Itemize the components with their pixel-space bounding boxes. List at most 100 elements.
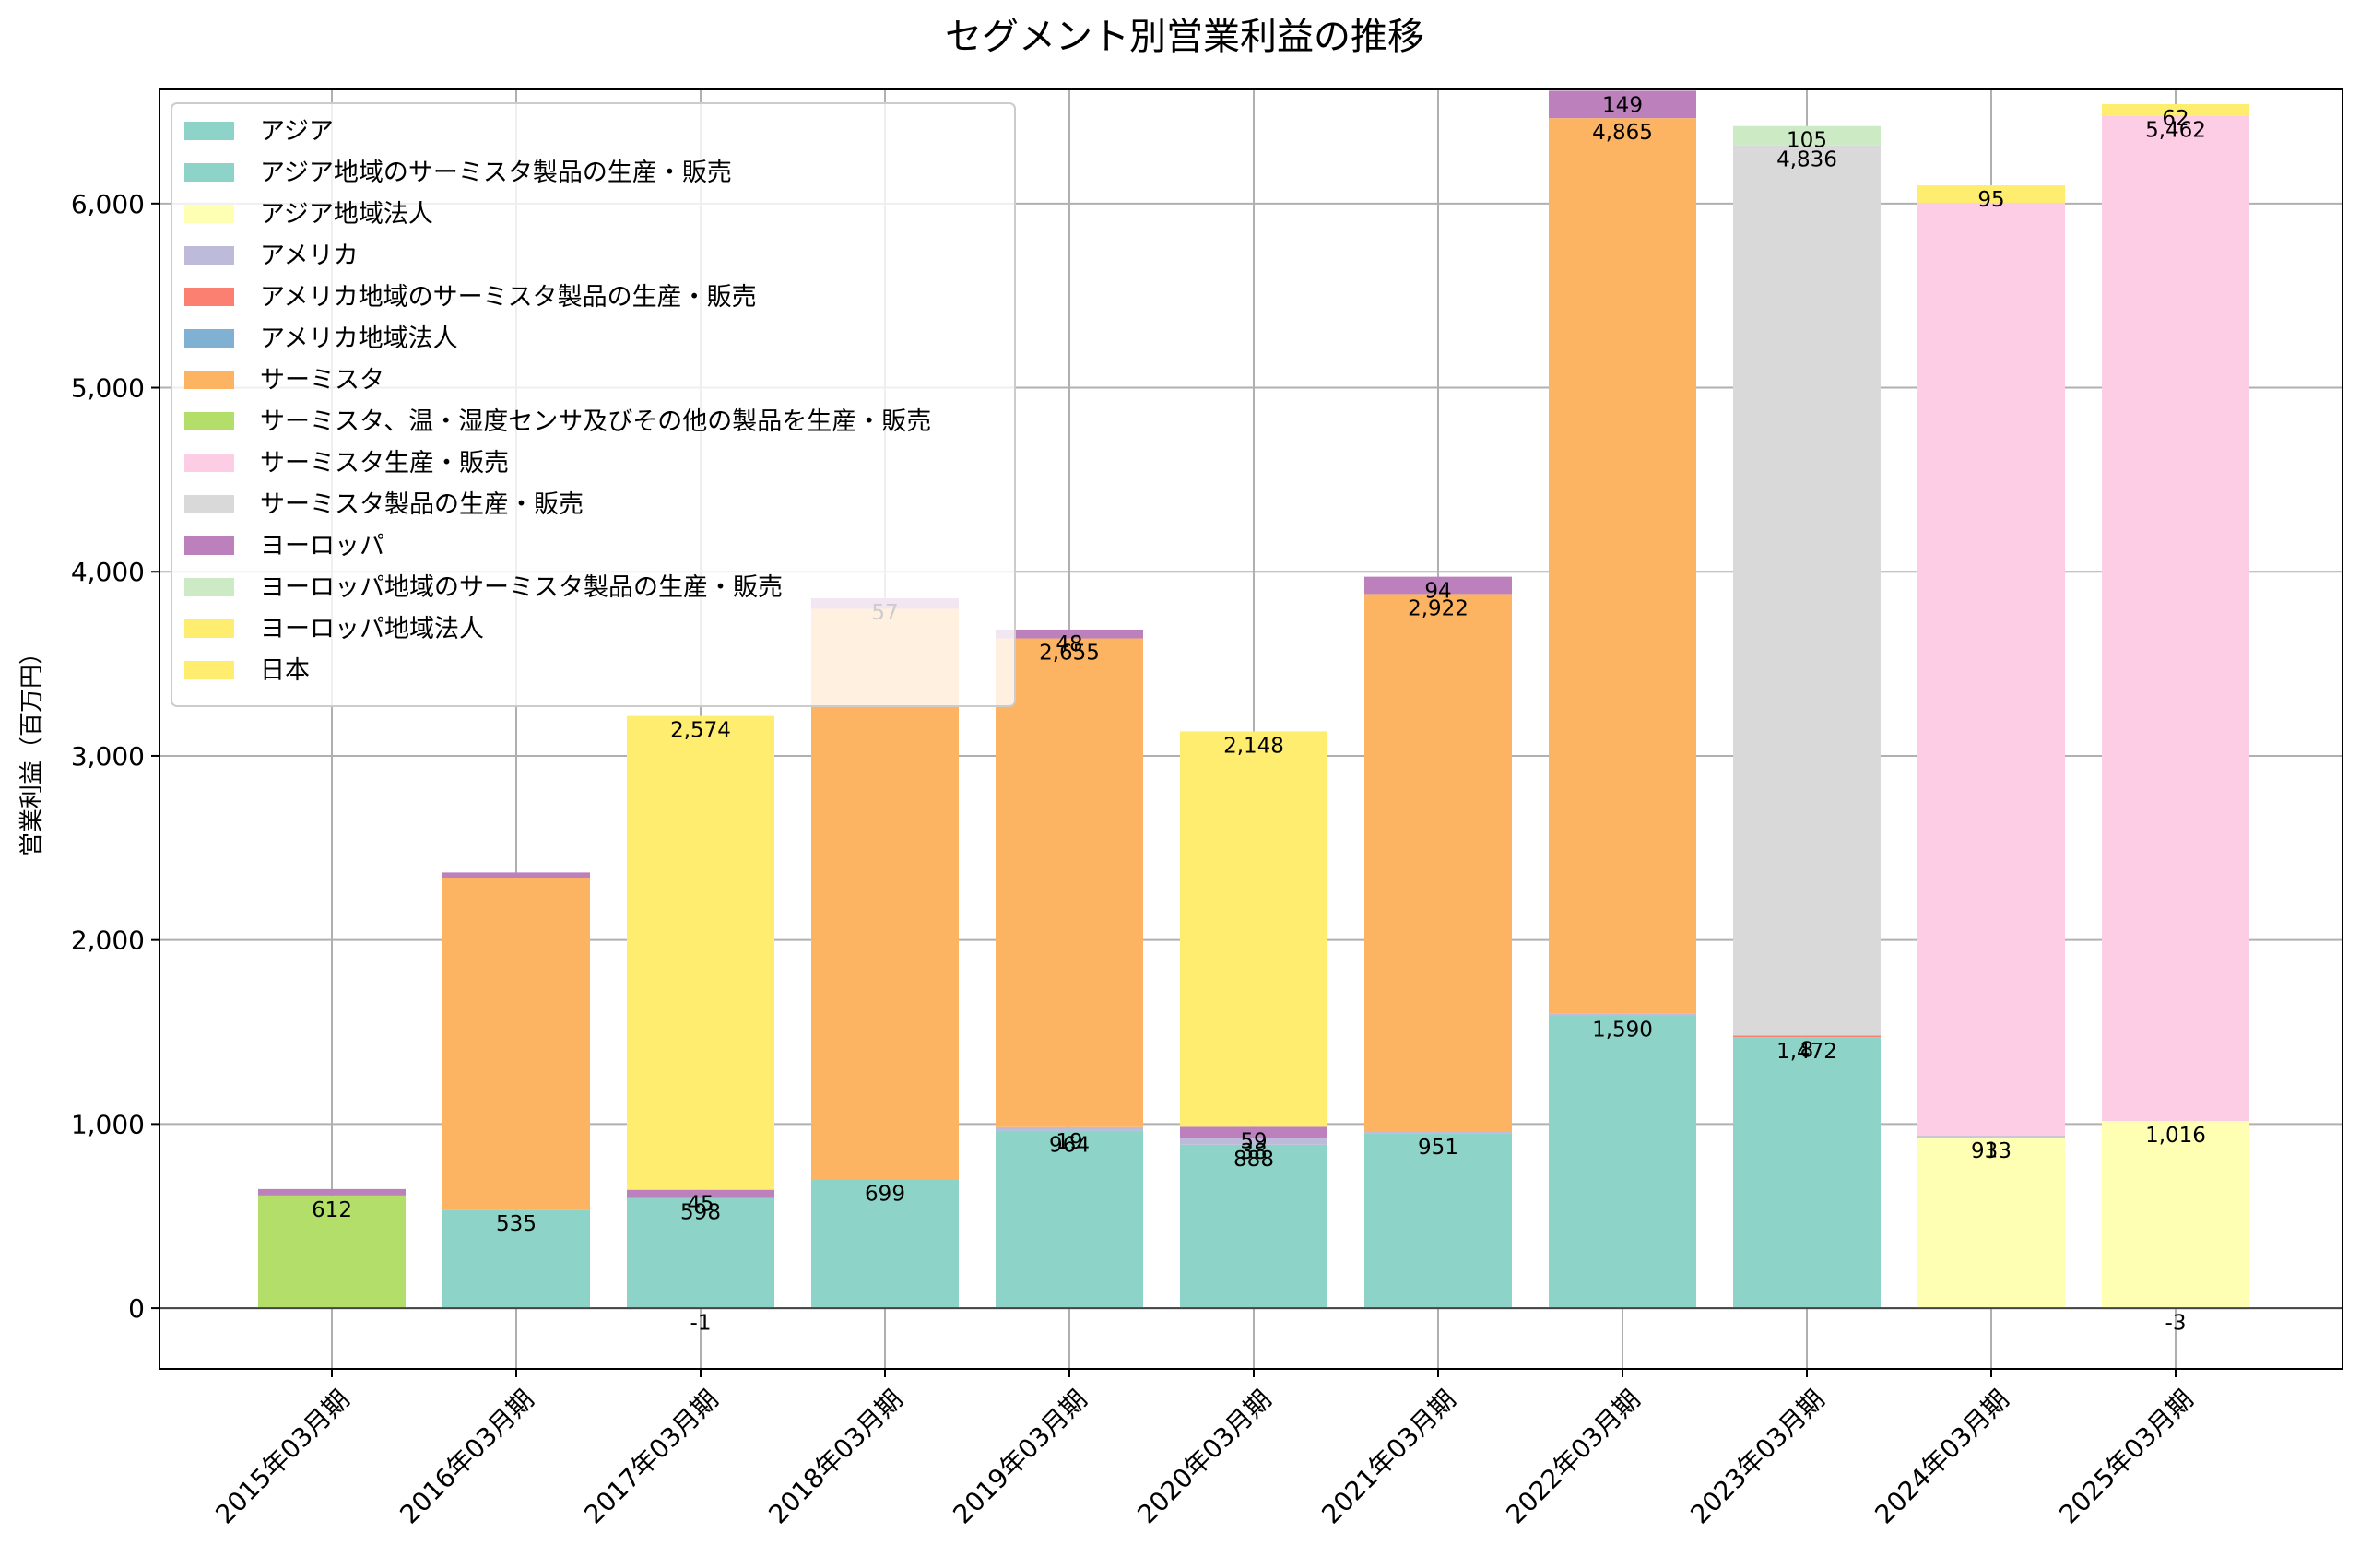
legend-label: サーミスタ製品の生産・販売	[260, 490, 584, 519]
bar-segment	[258, 1195, 406, 1309]
data-label: 2,655	[1039, 642, 1100, 666]
legend-label: 日本	[260, 656, 310, 685]
data-label: 2,148	[1223, 734, 1284, 758]
legend-box	[171, 102, 1016, 707]
bar-segment	[1549, 1015, 1696, 1309]
legend-label: サーミスタ、温・湿度センサ及びその他の製品を生産・販売	[260, 407, 931, 436]
data-label: 5,462	[2145, 118, 2206, 142]
data-label: 2,574	[670, 719, 731, 743]
legend-label: アジア地域法人	[260, 200, 433, 229]
bar-segment	[258, 1188, 406, 1196]
bar-segment	[1549, 90, 1696, 119]
bar-segment	[1180, 731, 1328, 1127]
data-label: 964	[1049, 1134, 1090, 1158]
bar-segment	[996, 1130, 1143, 1309]
bar-segment	[1918, 1136, 2065, 1138]
y-tick-label: 0	[128, 1293, 145, 1324]
x-tick-label: 2025年03月期	[2053, 1384, 2199, 1529]
legend-swatch	[184, 578, 234, 596]
x-tick-label: 2022年03月期	[1500, 1384, 1646, 1529]
data-label: 1,472	[1776, 1040, 1837, 1064]
data-label: 1,016	[2145, 1124, 2206, 1148]
data-label: 48	[1056, 632, 1082, 656]
bar-segment	[996, 629, 1143, 639]
legend-swatch	[184, 122, 234, 140]
bar-segment	[1733, 125, 1881, 146]
legend-label: アメリカ地域のサーミスタ製品の生産・販売	[260, 283, 757, 312]
bar-segment	[1918, 203, 2065, 1137]
legend-swatch	[184, 661, 234, 679]
bar-segment	[2102, 103, 2249, 116]
data-label: -3	[2165, 1312, 2187, 1336]
bar-segment	[442, 878, 590, 1210]
data-label: 699	[865, 1182, 905, 1206]
legend-swatch	[184, 163, 234, 182]
legend-swatch	[184, 412, 234, 430]
y-tick-label: 6,000	[71, 189, 145, 219]
data-label: 4,836	[1776, 148, 1837, 172]
legend-label: アメリカ地域法人	[260, 324, 458, 353]
data-label: 888	[1233, 1148, 1274, 1172]
bar-segment	[996, 1126, 1143, 1131]
data-label: 2,922	[1408, 596, 1469, 620]
x-tick-label: 2020年03月期	[1131, 1384, 1277, 1529]
bar-segment	[1733, 1037, 1881, 1309]
legend-swatch	[184, 329, 234, 348]
data-label: 1	[1985, 1139, 1999, 1163]
bar-segment	[2102, 115, 2249, 1122]
data-label: 19	[1056, 1130, 1082, 1154]
legend-label: アジア	[260, 117, 334, 146]
bar-segment	[1733, 1035, 1881, 1038]
bar-segment	[1364, 1133, 1512, 1309]
legend-swatch	[184, 495, 234, 513]
legend-label: アジア地域のサーミスタ製品の生産・販売	[260, 159, 732, 187]
x-tick-label: 2015年03月期	[209, 1384, 355, 1529]
legend-swatch	[184, 619, 234, 638]
y-tick-label: 2,000	[71, 925, 145, 956]
data-label: 1,590	[1592, 1019, 1653, 1043]
bars	[258, 90, 2249, 1310]
bar-segment	[1733, 145, 1881, 1036]
x-tick-label: 2018年03月期	[762, 1384, 908, 1529]
bar-segment	[1549, 118, 1696, 1014]
bar-segment	[2102, 1121, 2249, 1309]
plot-frame	[159, 88, 2343, 1370]
bar-segment	[442, 872, 590, 878]
bar-segment	[442, 1209, 590, 1309]
y-axis-label: 営業利益（百万円）	[18, 641, 46, 856]
data-label: 95	[1977, 188, 2004, 212]
chart-title: セグメント別営業利益の推移	[945, 16, 1424, 58]
x-tick-label: 2023年03月期	[1684, 1384, 1830, 1529]
y-tick-label: 3,000	[71, 741, 145, 772]
data-label: 38	[1240, 1140, 1267, 1164]
legend-swatch	[184, 288, 234, 306]
data-label: 951	[1418, 1136, 1458, 1160]
legend-label: ヨーロッパ	[260, 532, 384, 560]
legend-label: ヨーロッパ地域法人	[260, 615, 484, 643]
data-label: 8	[1800, 1039, 1814, 1063]
bar-segment	[627, 1197, 774, 1309]
x-tick-label: 2019年03月期	[947, 1384, 1092, 1529]
legend-swatch	[184, 454, 234, 472]
data-label: 535	[496, 1212, 537, 1236]
bar-segment	[627, 715, 774, 1190]
data-label: 94	[1424, 580, 1451, 604]
y-tick-label: 4,000	[71, 557, 145, 587]
bar-segment	[1364, 576, 1512, 595]
x-tick-label: 2024年03月期	[1869, 1384, 2014, 1529]
bar-segment	[811, 1179, 959, 1309]
legend-swatch	[184, 536, 234, 555]
x-tick-label: 2017年03月期	[578, 1384, 724, 1529]
bar-segment	[1364, 594, 1512, 1132]
legend-swatch	[184, 246, 234, 265]
legend-label: サーミスタ生産・販売	[260, 449, 509, 477]
x-tick-label: 2021年03月期	[1316, 1384, 1461, 1529]
bar-segment	[1180, 1144, 1328, 1309]
x-tick-label: 2016年03月期	[394, 1384, 539, 1529]
bar-segment	[627, 1189, 774, 1198]
bar-segment	[1918, 1136, 2065, 1309]
bar-segment	[1180, 1126, 1328, 1138]
bar-segment	[1180, 1138, 1328, 1145]
data-label: 598	[680, 1201, 721, 1225]
